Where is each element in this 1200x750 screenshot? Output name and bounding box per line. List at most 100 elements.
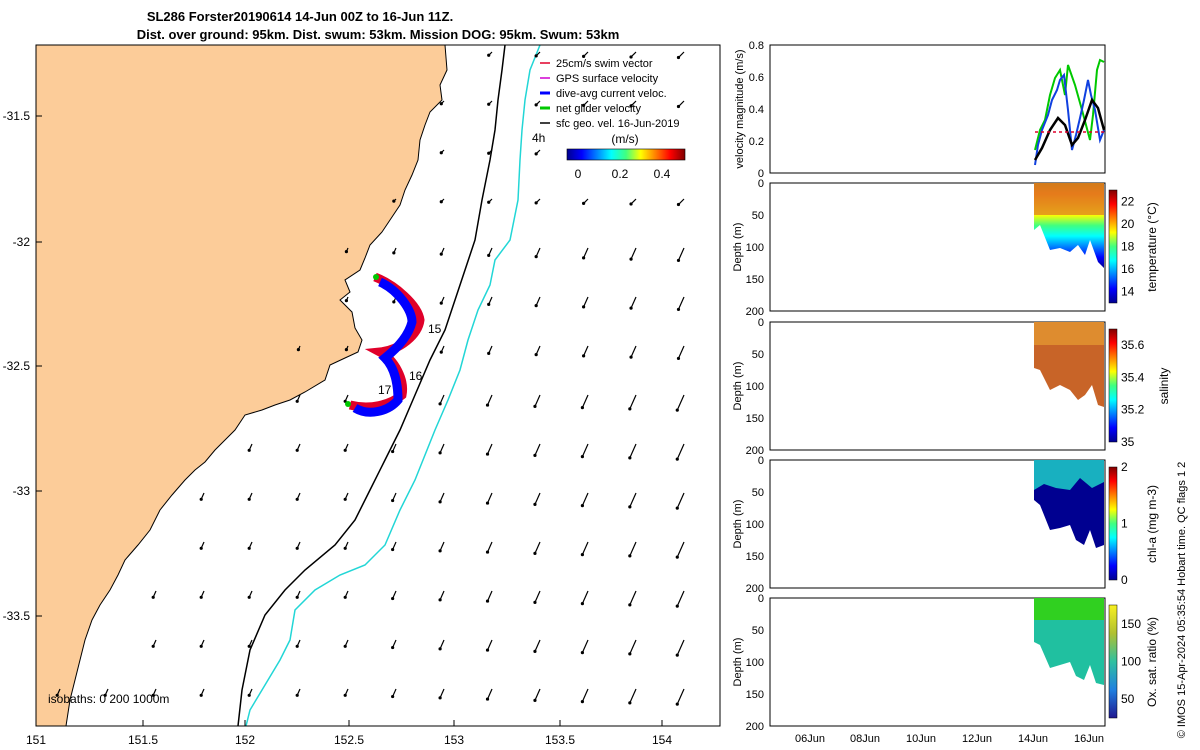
current-vector-head	[295, 399, 299, 403]
current-vector-head	[391, 694, 395, 699]
current-vector-head	[247, 595, 251, 599]
current-vector-head	[485, 648, 490, 652]
current-vector-head	[151, 693, 155, 697]
current-vector-head	[629, 306, 633, 310]
current-vector	[677, 345, 685, 359]
current-vector	[439, 394, 445, 405]
colorbar-tick-0: 0	[575, 167, 582, 181]
legend-dive-avg: dive-avg current veloc.	[556, 88, 667, 100]
chla-depth-ylabel: Depth (m)	[732, 500, 744, 549]
depth-ytick: 200	[746, 306, 764, 318]
current-vector-head	[628, 407, 632, 411]
current-vector-head	[675, 457, 679, 461]
current-vector-head	[199, 693, 203, 697]
current-vector-head	[344, 299, 348, 303]
isobath-1000m	[245, 45, 541, 726]
current-vector-head	[629, 257, 633, 261]
current-vector-head	[628, 456, 632, 460]
current-vector-head	[199, 546, 203, 550]
current-vector-head	[391, 547, 395, 552]
current-vector-head	[391, 596, 395, 601]
map-x-axis: 151 151.5 152 152.5 153 153.5 154	[26, 720, 672, 747]
colorbar-label: (m/s)	[611, 132, 638, 146]
current-vector	[677, 296, 685, 310]
isobaths-label: isobaths: 0 200 1000m	[48, 692, 169, 706]
current-vector-head	[295, 693, 299, 697]
current-vector-head	[439, 301, 443, 305]
panel-axes: 00.20.40.60.8050100150200050100150200050…	[746, 40, 1104, 745]
current-vector-head	[580, 406, 585, 410]
colorbar-tick: 18	[1121, 240, 1135, 254]
depth-ytick: 0	[758, 317, 764, 329]
current-vector-head	[343, 644, 347, 648]
depth-ytick: 150	[746, 413, 764, 425]
current-vector	[534, 590, 541, 603]
colorbar-tick: 150	[1121, 617, 1141, 631]
current-vector	[676, 688, 685, 705]
current-vector-head	[533, 453, 537, 457]
depth-ytick: 0	[758, 593, 764, 605]
current-vector	[581, 394, 589, 408]
current-vector-head	[533, 600, 537, 604]
current-vector-head	[580, 455, 585, 459]
current-vector-head	[485, 403, 490, 407]
current-vector-head	[296, 348, 300, 352]
current-vector-head	[151, 644, 155, 648]
current-vector-head	[487, 151, 491, 155]
map-lon-tick: 154	[652, 733, 672, 747]
current-vector	[534, 541, 541, 554]
current-vector-head	[533, 404, 537, 408]
current-vector-head	[533, 698, 537, 702]
velocity-panel: velocity magnitude (m/s)	[734, 44, 1106, 174]
current-vector-head	[676, 55, 681, 60]
current-vector	[534, 492, 541, 505]
depth-ytick: 150	[746, 551, 764, 563]
depth-ytick: 200	[746, 445, 764, 457]
colorbar-tick: 2	[1121, 460, 1128, 474]
colorbar-tick: 1	[1121, 517, 1128, 531]
current-vector-head	[628, 652, 632, 656]
depth-ytick: 100	[746, 242, 764, 254]
current-vector-head	[391, 645, 395, 650]
current-vector-head	[295, 595, 299, 599]
current-vector-head	[582, 201, 586, 205]
current-vector	[629, 590, 637, 606]
current-vector-head	[343, 497, 347, 501]
current-vector-head	[534, 152, 538, 156]
current-vector	[676, 590, 685, 607]
legend-swim-vector: 25cm/s swim vector	[556, 58, 653, 70]
current-vector	[486, 443, 493, 455]
current-vector-head	[438, 696, 442, 700]
time-xtick: 06Jun	[795, 733, 825, 745]
map-panel: 15 16 17 4h isobaths: 0 200 1000m 151 151…	[3, 44, 721, 747]
current-vector-head	[534, 255, 538, 259]
chla-panel: Depth (m) chl-a (mg m-3)	[732, 459, 1159, 589]
chla-label: chl-a (mg m-3)	[1145, 485, 1159, 563]
current-vector-head	[487, 53, 491, 57]
current-vector-head	[343, 448, 347, 452]
temperature-panel: Depth (m) temperature (°C)	[732, 182, 1159, 312]
current-vector-head	[675, 702, 679, 706]
velocity-ytick: 0.4	[749, 104, 764, 116]
current-vector	[629, 688, 637, 704]
temperature-label: temperature (°C)	[1145, 202, 1159, 292]
current-vector-head	[439, 200, 443, 204]
current-vector-head	[391, 449, 395, 454]
glider-track	[345, 272, 425, 417]
current-vector-head	[534, 103, 538, 107]
current-vector-head	[438, 402, 442, 406]
current-vector-head	[487, 253, 491, 257]
current-vector-head	[676, 202, 681, 207]
map-legend: 25cm/s swim vector GPS surface velocity …	[540, 58, 680, 130]
current-vector	[534, 443, 541, 456]
current-vector	[486, 394, 493, 406]
colorbar-tick-2: 0.4	[654, 167, 671, 181]
colorbar-tick: 0	[1121, 573, 1128, 587]
current-vector	[439, 492, 445, 503]
current-vector	[439, 443, 445, 454]
current-vector-head	[533, 502, 537, 506]
current-vector-head	[582, 54, 586, 59]
colorbar-tick: 35.4	[1121, 370, 1145, 384]
map-lon-tick: 151.5	[128, 733, 158, 747]
current-vector-head	[485, 452, 490, 456]
